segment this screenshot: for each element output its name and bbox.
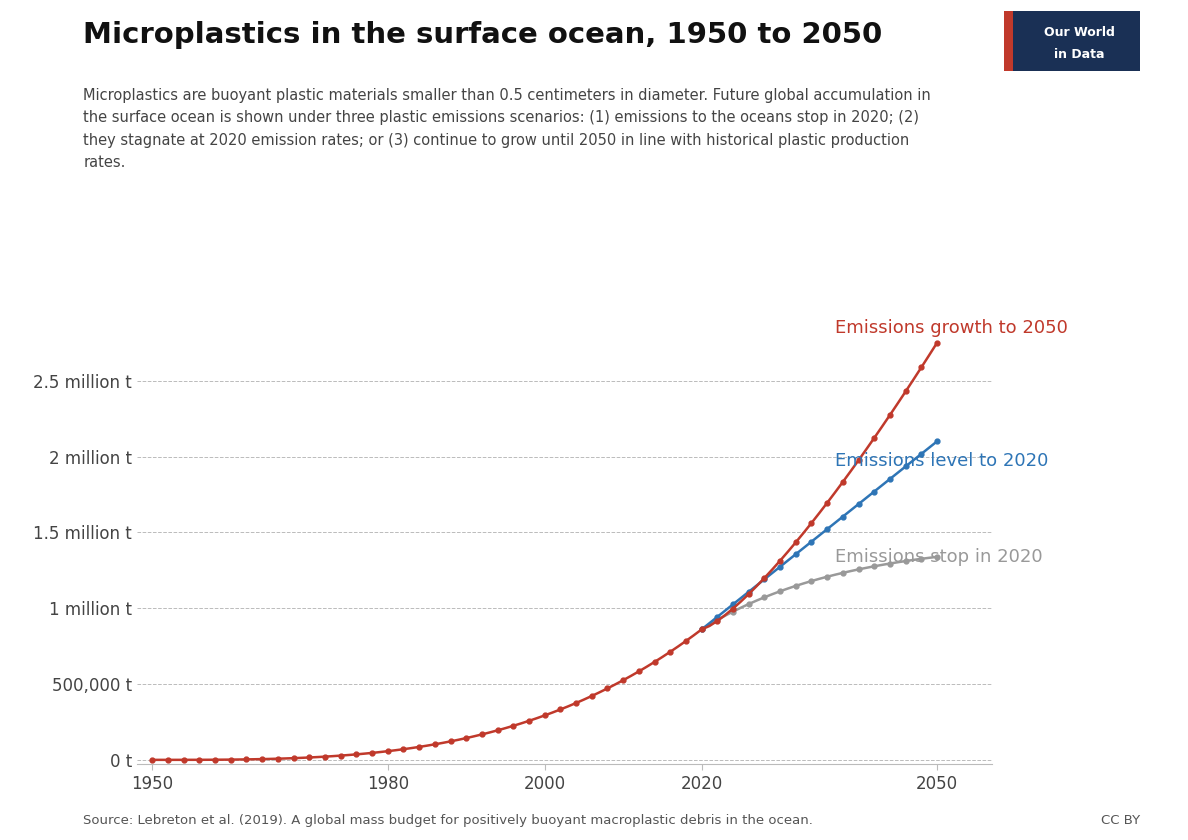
Text: Emissions stop in 2020: Emissions stop in 2020 — [835, 549, 1043, 566]
Text: Emissions growth to 2050: Emissions growth to 2050 — [835, 318, 1068, 337]
Text: Source: Lebreton et al. (2019). A global mass budget for positively buoyant macr: Source: Lebreton et al. (2019). A global… — [83, 815, 813, 827]
Text: Microplastics are buoyant plastic materials smaller than 0.5 centimeters in diam: Microplastics are buoyant plastic materi… — [83, 88, 931, 170]
Text: in Data: in Data — [1054, 48, 1105, 61]
Text: CC BY: CC BY — [1101, 815, 1140, 827]
Text: Our World: Our World — [1043, 25, 1114, 39]
Text: Emissions level to 2020: Emissions level to 2020 — [835, 452, 1048, 470]
Text: Microplastics in the surface ocean, 1950 to 2050: Microplastics in the surface ocean, 1950… — [83, 21, 883, 49]
